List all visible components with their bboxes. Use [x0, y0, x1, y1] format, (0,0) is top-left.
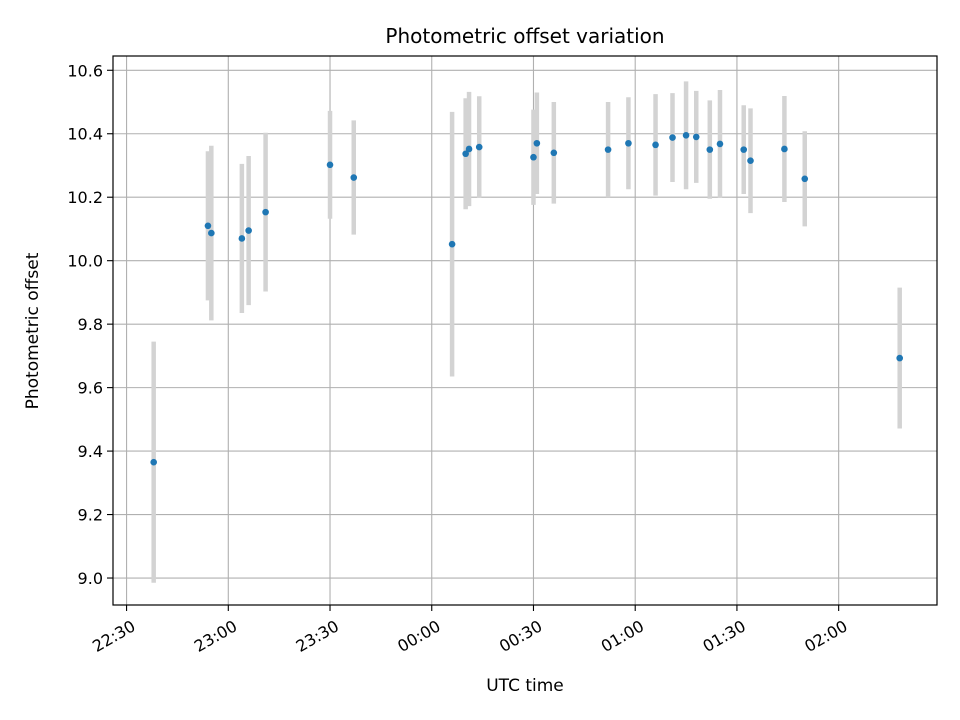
chart-title: Photometric offset variation	[385, 24, 664, 48]
data-point	[801, 175, 809, 183]
data-point	[350, 174, 358, 181]
y-tick-label: 10.0	[67, 252, 103, 271]
data-point	[245, 227, 252, 234]
y-axis-ticks: 9.0 9.2 9.4 9.6 9.8 10.0 10.2 10.4 10.6	[67, 61, 113, 588]
y-tick-label: 10.6	[67, 61, 103, 80]
y-tick-label: 9.4	[78, 442, 103, 461]
y-axis-title: Photometric offset	[23, 252, 43, 409]
y-tick-label: 9.6	[78, 379, 103, 398]
data-point	[604, 146, 612, 153]
data-point	[740, 146, 748, 153]
data-point	[706, 146, 714, 153]
data-point	[682, 132, 690, 139]
data-point	[692, 133, 700, 141]
data-point	[208, 229, 215, 237]
data-point	[462, 150, 469, 158]
data-point	[716, 140, 724, 148]
y-tick-label: 10.2	[67, 188, 103, 207]
data-point	[150, 458, 157, 466]
y-tick-label: 10.4	[67, 125, 103, 144]
data-point	[530, 153, 537, 161]
data-point	[475, 143, 483, 151]
data-point	[781, 145, 788, 153]
data-point	[533, 139, 541, 147]
data-point	[896, 354, 903, 362]
data-point	[550, 149, 558, 157]
data-point	[448, 240, 456, 248]
data-point	[204, 222, 212, 230]
x-axis-title: UTC time	[486, 676, 564, 696]
data-point	[238, 235, 246, 242]
y-tick-label: 9.0	[78, 569, 103, 588]
y-tick-label: 9.8	[78, 315, 103, 334]
y-tick-label: 9.2	[78, 506, 103, 525]
data-point	[669, 134, 676, 141]
data-point	[326, 161, 334, 169]
data-point	[465, 145, 473, 153]
plot-frame	[112, 55, 938, 606]
data-points	[150, 132, 903, 466]
data-point	[747, 157, 754, 165]
data-point	[652, 141, 659, 149]
data-point	[262, 208, 269, 216]
data-point	[625, 139, 632, 147]
